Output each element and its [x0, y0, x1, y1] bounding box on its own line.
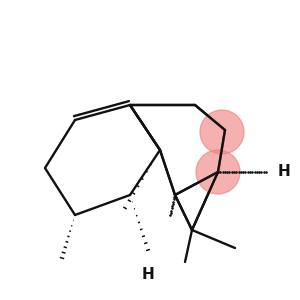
- Circle shape: [200, 110, 244, 154]
- Text: H: H: [278, 164, 291, 179]
- Text: H: H: [142, 267, 154, 282]
- Circle shape: [196, 150, 240, 194]
